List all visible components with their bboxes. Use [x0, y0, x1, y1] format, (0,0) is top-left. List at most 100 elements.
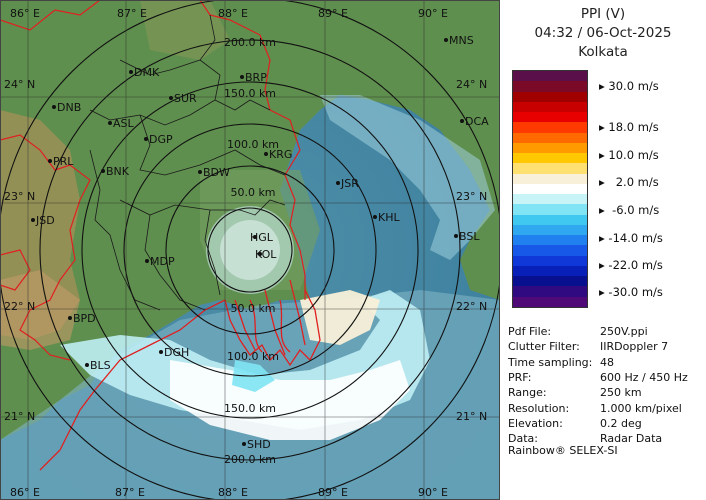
lon-label-bottom: 86° E [10, 486, 40, 499]
lon-label-top: 90° E [418, 7, 448, 20]
legend-swatch [513, 183, 587, 195]
legend-swatch [513, 296, 587, 308]
lon-label-top: 87° E [117, 7, 147, 20]
metadata-key: PRF: [508, 370, 532, 384]
legend-swatch [513, 132, 587, 144]
metadata-value: 48 [600, 355, 614, 369]
legend-swatch [513, 214, 587, 226]
place-marker [240, 75, 244, 79]
metadata-key: Elevation: [508, 416, 563, 430]
product-title: PPI (V) [580, 6, 626, 22]
range-ring-label: 100.0 km [227, 138, 279, 151]
place-marker [373, 215, 377, 219]
metadata-value: 250V.ppi [600, 325, 648, 338]
place-marker [336, 181, 340, 185]
range-ring-label: 50.0 km [230, 186, 275, 199]
lon-label-bottom: 87° E [115, 486, 145, 499]
range-ring-label: 200.0 km [224, 36, 276, 49]
legend-swatch [513, 204, 587, 216]
lat-label-right: 21° N [456, 410, 487, 423]
place-marker [159, 350, 163, 354]
place-marker [460, 119, 464, 123]
metadata-key: Range: [508, 386, 547, 400]
range-ring-label: 150.0 km [224, 87, 276, 100]
metadata-value: Radar Data [600, 432, 663, 446]
legend-label: ▸ -30.0 m/s [599, 285, 663, 299]
range-ring-label: 150.0 km [224, 402, 276, 415]
legend-swatch [513, 194, 587, 205]
place-label-dnb: DNB [57, 101, 81, 114]
velocity-color-legend [512, 70, 588, 308]
legend-label: ▸ -14.0 m/s [599, 231, 663, 245]
metadata-value: IIRDoppler 7 [600, 340, 669, 354]
metadata-key: Time sampling: [508, 355, 593, 369]
estuary [320, 95, 495, 260]
state-boundaries [0, 0, 306, 361]
echo-cream [300, 290, 380, 345]
place-marker [129, 70, 133, 74]
legend-swatch [513, 91, 587, 103]
legend-label: ▸ 30.0 m/s [599, 79, 659, 93]
place-label-asl: ASL [113, 117, 135, 130]
graticule [0, 0, 500, 500]
place-label-mns: MNS [449, 34, 474, 47]
lon-label-top: 86° E [10, 7, 40, 20]
lat-label-right: 22° N [456, 300, 487, 313]
place-marker [454, 234, 458, 238]
place-marker [169, 96, 173, 100]
legend-label: ▸ -6.0 m/s [599, 203, 660, 217]
lat-label-left: 22° N [4, 300, 35, 313]
legend-swatch [513, 245, 587, 257]
place-marker [101, 169, 105, 173]
metadata-key: Pdf File: [508, 325, 552, 338]
place-label-dgh: DGH [164, 346, 189, 359]
place-marker [264, 152, 268, 156]
radar-map: 86° E 87° E 88° E 89° E 90° E 86° E 87° E 88° E… [0, 0, 500, 500]
lat-label-left: 24° N [4, 78, 35, 91]
place-label-bpd: BPD [73, 312, 96, 325]
legend-label: ▸ -22.0 m/s [599, 258, 663, 272]
place-marker [253, 235, 257, 239]
place-label-dmk: DMK [134, 66, 160, 79]
legend-swatch [513, 173, 587, 185]
legend-swatch [513, 265, 587, 277]
place-label-krg: KRG [269, 148, 292, 161]
place-label-jsr: JSR [340, 177, 359, 190]
place-marker [198, 170, 202, 174]
lon-label-bottom: 89° E [318, 486, 348, 499]
district-boundaries [89, 14, 286, 311]
north-highland [140, 0, 230, 60]
place-label-mdp: MDP [150, 255, 175, 268]
range-ring-label: 50.0 km [230, 302, 275, 315]
legend-swatch [513, 163, 587, 175]
legend-swatch [513, 101, 587, 113]
place-marker [68, 316, 72, 320]
metadata-value: 600 Hz / 450 Hz [600, 370, 688, 384]
place-marker [85, 363, 89, 367]
legend-swatch [513, 71, 587, 82]
lon-label-top: 89° E [318, 7, 348, 20]
place-label-bnk: BNK [106, 165, 130, 178]
coastline-red [39, 279, 321, 471]
lat-label-left: 23° N [4, 190, 35, 203]
metadata-value: 1.000 km/pixel [600, 401, 682, 415]
range-rings [0, 0, 500, 500]
legend-swatch [513, 224, 587, 236]
place-label-dgp: DGP [149, 133, 173, 146]
lon-label-bottom: 90° E [418, 486, 448, 499]
footer-credit: Rainbow® SELEX-SI [508, 444, 618, 457]
place-label-bdw: BDW [203, 166, 230, 179]
legend-swatch [513, 112, 587, 123]
place-label-bsl: BSL [459, 230, 480, 243]
metadata-key: Clutter Filter: [508, 340, 580, 354]
metadata-key: Data: [508, 432, 538, 446]
legend-swatch [513, 81, 587, 92]
legend-swatch [513, 255, 587, 267]
legend-label: ▸ 2.0 m/s [599, 175, 659, 189]
legend-swatch [513, 122, 587, 134]
lat-label-right: 23° N [456, 190, 487, 203]
place-label-khl: KHL [378, 211, 400, 224]
legend-swatch [513, 153, 587, 164]
legend-label: ▸ 18.0 m/s [599, 120, 659, 134]
place-label-shd: SHD [247, 438, 271, 451]
